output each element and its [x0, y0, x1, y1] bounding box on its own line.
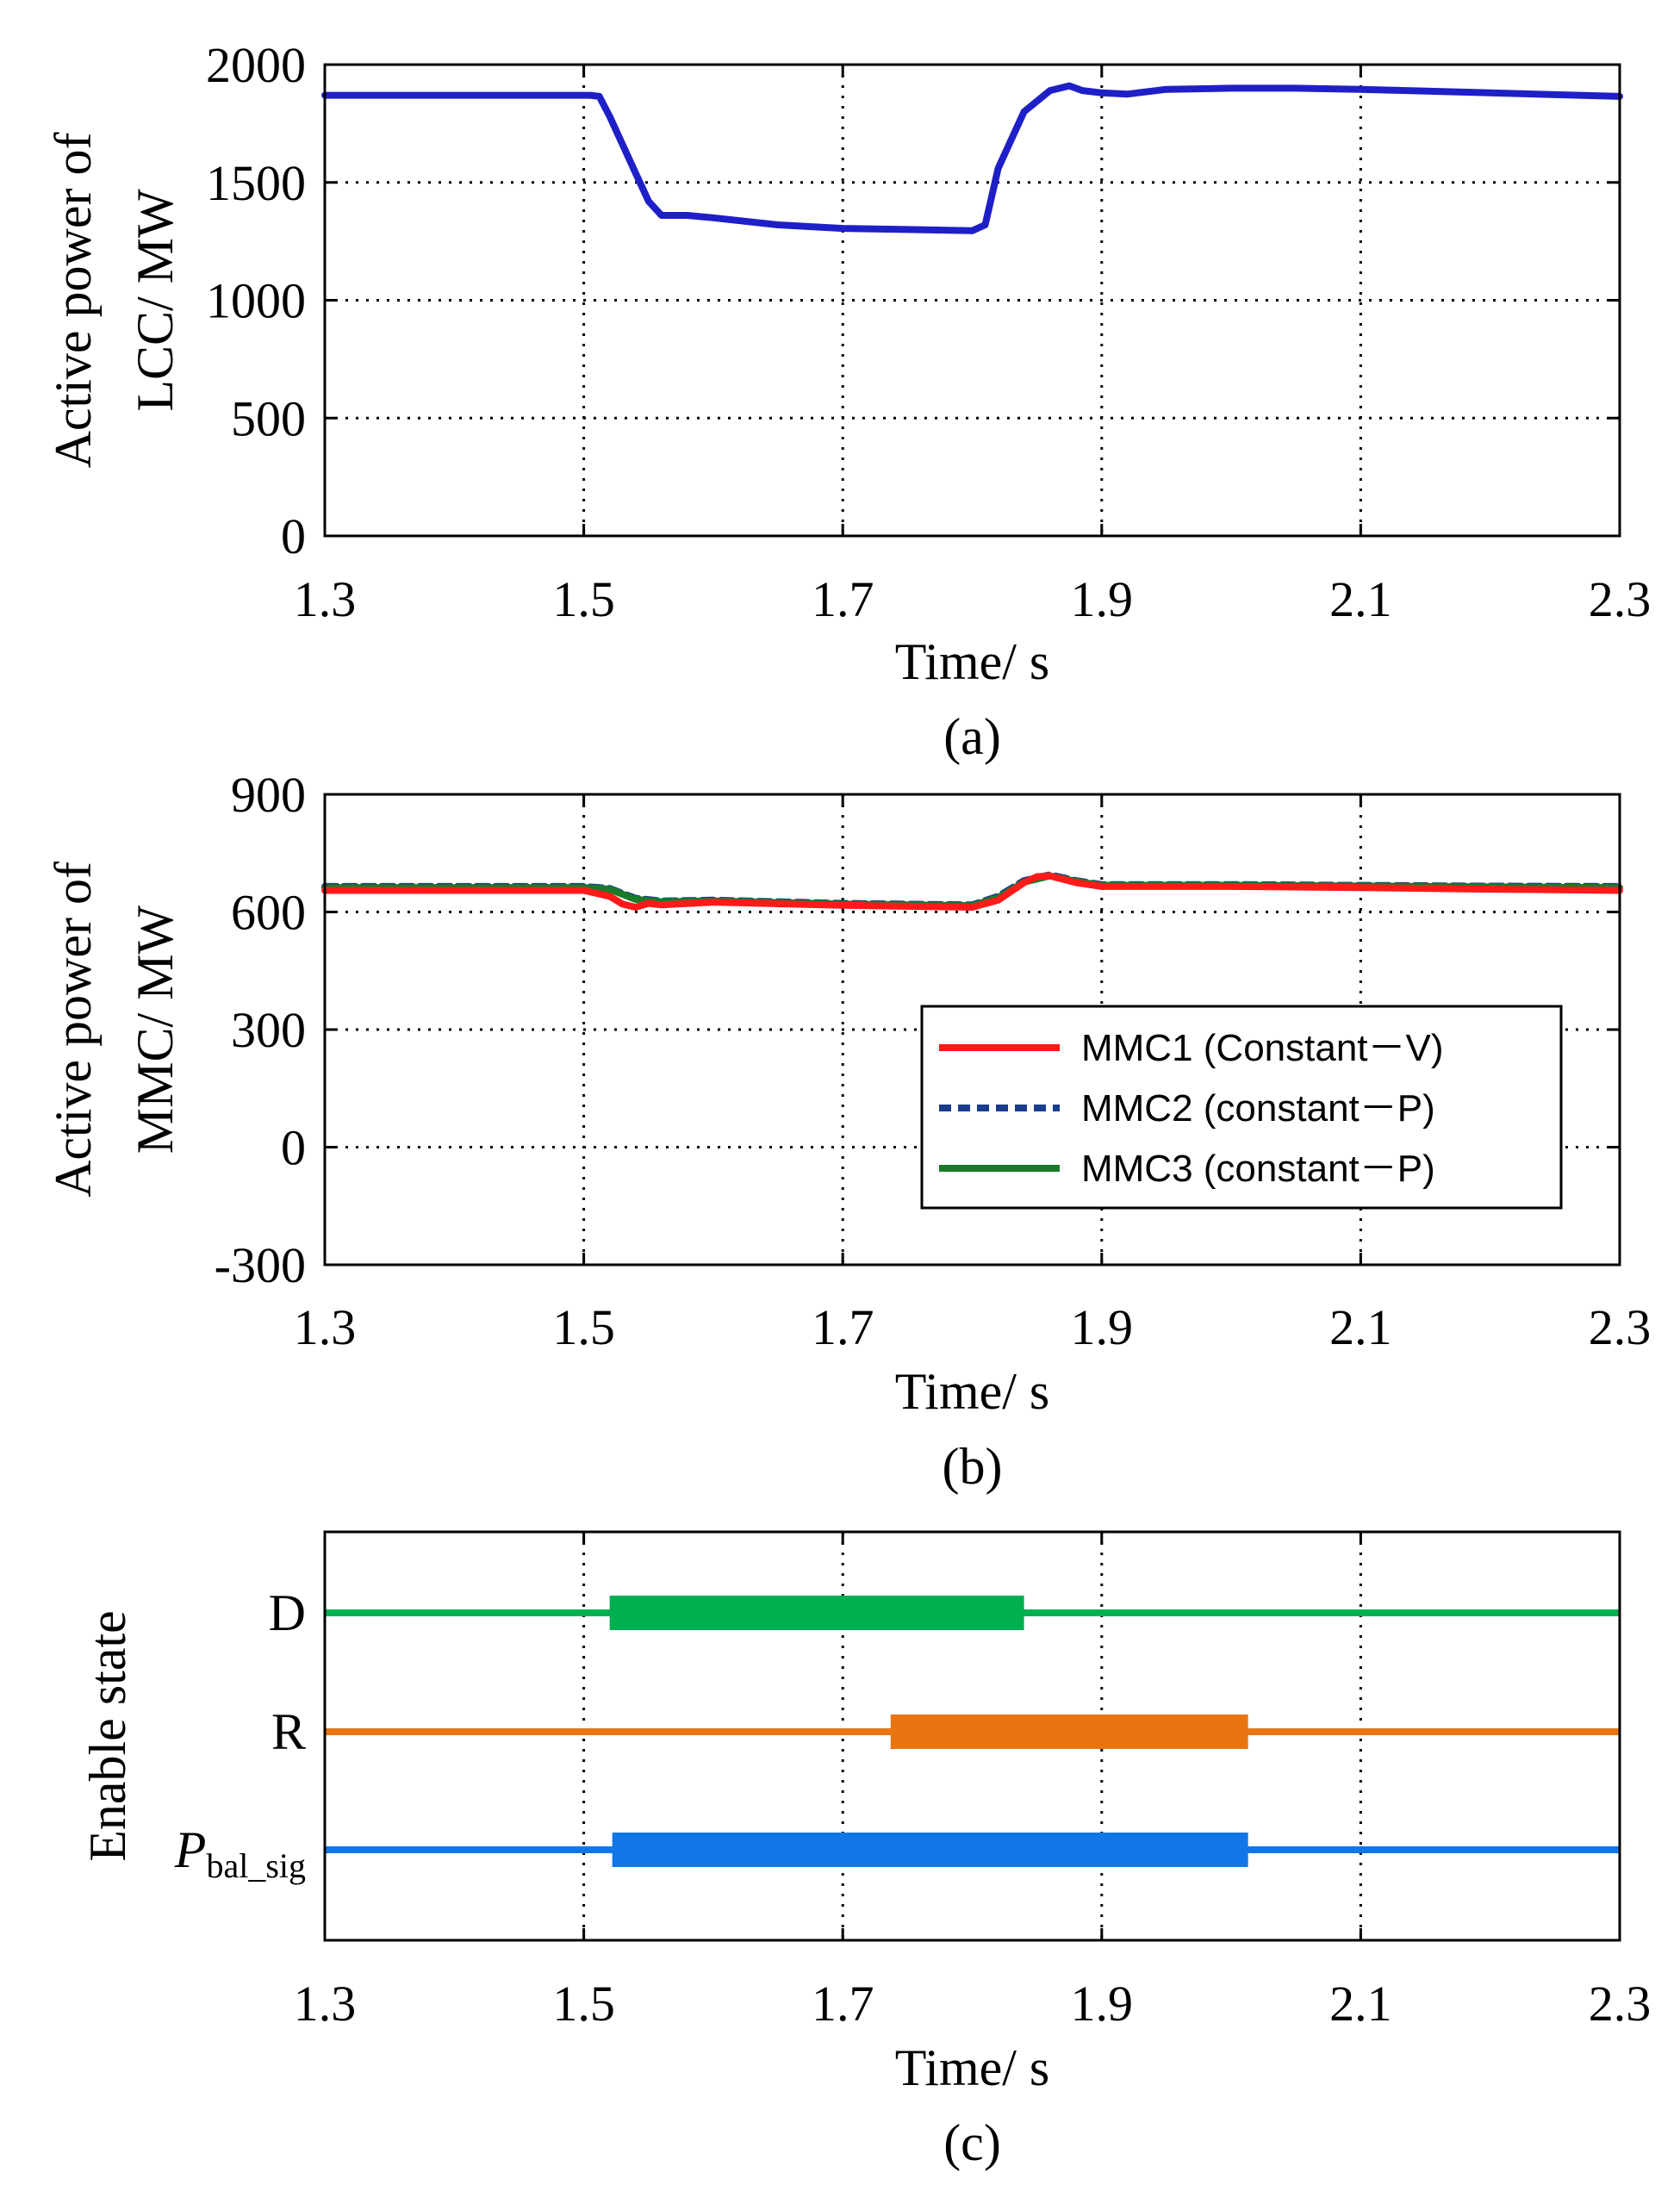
- y-tick-label: -300: [215, 1237, 306, 1293]
- series-line-lcc: [321, 82, 1623, 234]
- lane-label-sub: bal_sig: [206, 1846, 306, 1885]
- panel-caption: (b): [943, 1438, 1003, 1495]
- panel-caption: (a): [943, 708, 1001, 765]
- x-tick-label: 1.3: [294, 571, 357, 627]
- y-axis-label: Active power of: [45, 133, 102, 469]
- x-axis-label: Time/ s: [895, 633, 1050, 690]
- x-tick-label: 1.3: [294, 1976, 357, 2032]
- plot-frame-c: [323, 1530, 1621, 1942]
- series-group-a: [321, 82, 1623, 234]
- panel-a: 1.3 1.5 1.7 1.9 2.1 2.3 0 500 1000 1500 2000 Time/ …: [45, 37, 1651, 765]
- legend-label: MMC3 (constant－P): [1081, 1148, 1435, 1190]
- x-tick-label: 1.9: [1071, 1976, 1134, 2032]
- lane-label-p-bal-sig: Pbal_sig: [174, 1821, 306, 1885]
- y-tick-label: 1000: [206, 273, 306, 329]
- x-tick-label: 2.1: [1329, 1976, 1392, 2032]
- x-tick-label: 2.1: [1329, 571, 1392, 627]
- x-axis-label: Time/ s: [895, 2039, 1050, 2096]
- x-tick-label: 1.5: [552, 1299, 615, 1355]
- y-tick-label: 0: [281, 1120, 306, 1176]
- lane-label-main: P: [174, 1821, 207, 1878]
- ticks-b: 1.3 1.5 1.7 1.9 2.1 2.3 -300 0 300 600 900: [215, 767, 1652, 1355]
- ticks-a: 1.3 1.5 1.7 1.9 2.1 2.3 0 500 1000 1500 2000: [206, 37, 1651, 627]
- x-tick-label: 1.7: [812, 1299, 874, 1355]
- y-axis-label: Active power of: [45, 862, 102, 1198]
- x-tick-label: 2.1: [1329, 1299, 1392, 1355]
- y-tick-label: 600: [231, 885, 306, 941]
- lane-active-bar-p-bal-sig: [612, 1833, 1248, 1867]
- y-axis-label: LCC/ MW: [127, 189, 184, 412]
- x-tick-label: 1.9: [1071, 571, 1134, 627]
- y-tick-label: 300: [231, 1002, 306, 1058]
- panel-b: 1.3 1.5 1.7 1.9 2.1 2.3 -300 0 300 600 900 MMC1 (Co…: [45, 767, 1651, 1495]
- legend-label: MMC1 (Constant－V): [1081, 1027, 1444, 1069]
- y-axis-label: MMC/ MW: [127, 905, 184, 1154]
- lane-label-d: D: [269, 1584, 306, 1641]
- legend-label: MMC2 (constant－P): [1081, 1087, 1435, 1130]
- x-tick-label: 2.3: [1589, 571, 1652, 627]
- x-tick-label: 2.3: [1589, 1299, 1652, 1355]
- y-tick-label: 2000: [206, 37, 306, 93]
- y-tick-label: 500: [231, 390, 306, 446]
- lane-active-bar-d: [609, 1596, 1024, 1630]
- series-line-mmc1: [321, 872, 1623, 911]
- plot-frame-b: [323, 793, 1621, 1267]
- series-group-b: [321, 871, 1623, 911]
- y-tick-label: 1500: [206, 155, 306, 211]
- grid-a: [325, 65, 1620, 536]
- panel-c: 1.3 1.5 1.7 1.9 2.1 2.3 D R Pbal_sig Time/ s Enabl…: [79, 1530, 1652, 2171]
- plot-frame-a: [323, 63, 1621, 538]
- panel-caption: (c): [943, 2114, 1001, 2171]
- ticks-c: 1.3 1.5 1.7 1.9 2.1 2.3: [294, 1532, 1652, 2032]
- lane-label-main: D: [269, 1584, 306, 1641]
- lane-active-bar-r: [890, 1715, 1248, 1749]
- x-tick-label: 1.5: [552, 571, 615, 627]
- x-tick-label: 1.7: [812, 1976, 874, 2032]
- lanes-c: D R Pbal_sig: [174, 1584, 1620, 1885]
- y-tick-label: 0: [281, 508, 306, 564]
- y-tick-label: 900: [231, 767, 306, 823]
- x-tick-label: 1.7: [812, 571, 874, 627]
- x-tick-label: 1.3: [294, 1299, 357, 1355]
- legend-box: [920, 1005, 1563, 1210]
- y-axis-label: Enable state: [79, 1610, 136, 1862]
- lane-label-main: R: [271, 1703, 306, 1760]
- x-tick-label: 1.9: [1071, 1299, 1134, 1355]
- x-tick-label: 1.5: [552, 1976, 615, 2032]
- x-tick-label: 2.3: [1589, 1976, 1652, 2032]
- legend: MMC1 (Constant－V) MMC2 (constant－P) MMC3 (…: [920, 1005, 1563, 1210]
- lane-label-r: R: [271, 1703, 306, 1760]
- x-axis-label: Time/ s: [895, 1363, 1050, 1420]
